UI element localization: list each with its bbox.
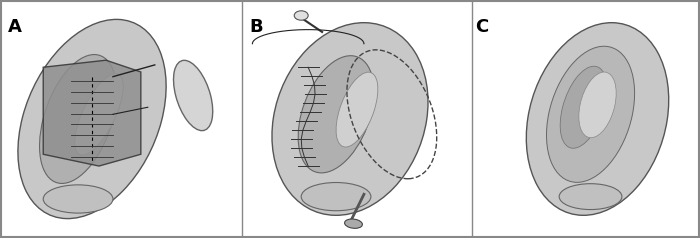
Ellipse shape <box>294 11 308 20</box>
Ellipse shape <box>579 72 616 138</box>
Ellipse shape <box>526 23 668 215</box>
Ellipse shape <box>174 60 213 131</box>
PathPatch shape <box>43 60 141 166</box>
Ellipse shape <box>272 23 428 215</box>
Ellipse shape <box>560 66 607 148</box>
Ellipse shape <box>559 184 622 210</box>
Ellipse shape <box>301 183 371 211</box>
Ellipse shape <box>344 219 363 228</box>
Ellipse shape <box>75 74 123 155</box>
Text: C: C <box>475 18 489 36</box>
Ellipse shape <box>336 72 378 147</box>
Ellipse shape <box>18 19 166 219</box>
Ellipse shape <box>298 56 374 173</box>
Ellipse shape <box>547 46 635 182</box>
Ellipse shape <box>43 185 113 213</box>
Text: A: A <box>8 18 22 36</box>
Text: B: B <box>249 18 262 36</box>
Ellipse shape <box>39 55 117 183</box>
